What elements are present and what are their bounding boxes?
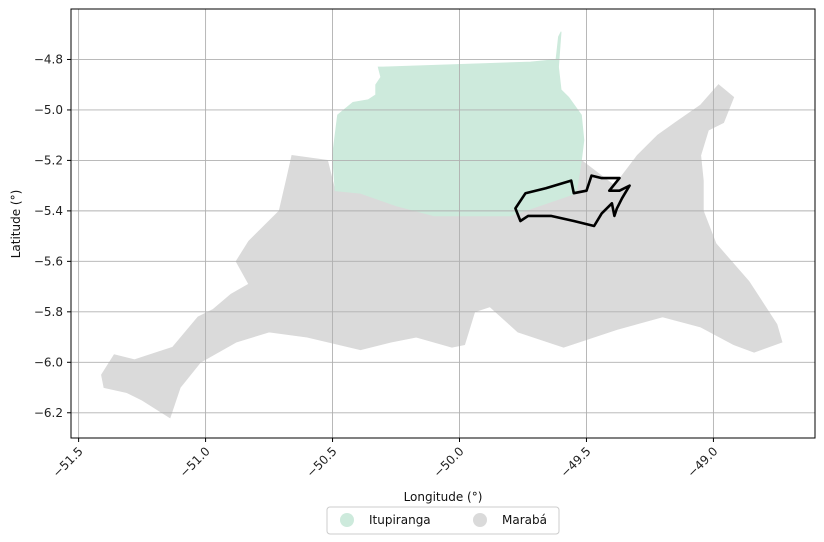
y-tick-label-1: −5.0 [34, 103, 63, 117]
region-itupiranga [332, 31, 585, 217]
legend-label-maraba: Marabá [502, 513, 547, 527]
y-tick-label-7: −6.2 [34, 406, 63, 420]
legend-label-itupiranga: Itupiranga [369, 513, 431, 527]
plot-frame [70, 8, 816, 439]
y-tick-label-2: −5.2 [34, 153, 63, 167]
x-tick-label-1: −51.0 [177, 444, 213, 480]
x-axis-title: Longitude (°) [404, 490, 483, 504]
region-maraba [101, 84, 783, 419]
x-tick-label-3: −50.0 [431, 444, 467, 480]
x-tick-label-2: −50.5 [304, 444, 340, 480]
y-axis: −4.8 −5.0 −5.2 −5.4 −5.6 −5.8 −6.0 −6.2 [34, 52, 71, 420]
y-tick-label-5: −5.8 [34, 305, 63, 319]
legend-marker-maraba [473, 513, 487, 527]
x-axis: −51.5 −51.0 −50.5 −50.0 −49.5 −49.0 [50, 438, 721, 480]
x-tick-label-0: −51.5 [50, 444, 86, 480]
y-tick-label-4: −5.6 [34, 254, 63, 268]
x-tick-label-5: −49.0 [685, 444, 721, 480]
plot-area [70, 8, 816, 439]
y-tick-label-0: −4.8 [34, 52, 63, 66]
y-tick-label-6: −6.0 [34, 355, 63, 369]
legend-box [326, 506, 560, 535]
y-axis-title: Latitude (°) [9, 190, 23, 259]
legend-marker-itupiranga [340, 513, 354, 527]
highlight-outline [514, 174, 631, 228]
y-tick-label-3: −5.4 [34, 204, 63, 218]
regions-layer [101, 31, 783, 419]
highlight-layer [514, 174, 631, 228]
x-tick-label-4: −49.5 [558, 444, 594, 480]
grid-layer [71, 9, 815, 438]
legend: Itupiranga Marabá [326, 506, 560, 535]
